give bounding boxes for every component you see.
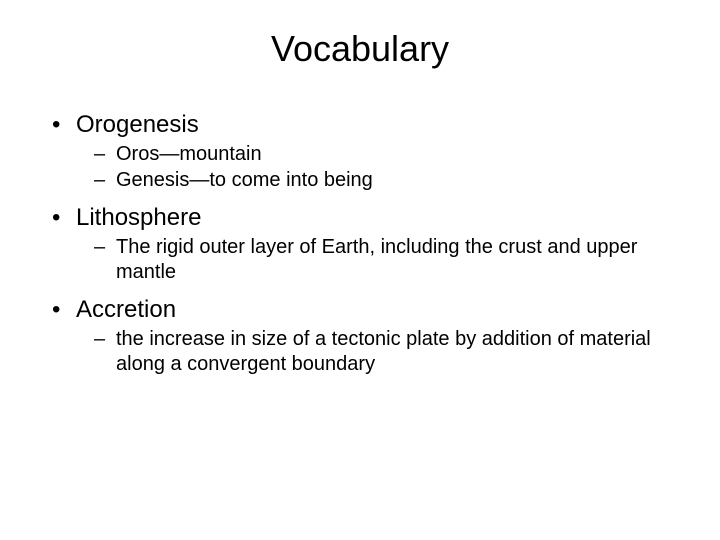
term-text: Accretion — [76, 295, 684, 325]
term-text: Lithosphere — [76, 203, 684, 233]
slide-title: Vocabulary — [36, 28, 684, 70]
list-item: • Lithosphere – The rigid outer layer of… — [48, 203, 684, 285]
list-item: – The rigid outer layer of Earth, includ… — [94, 235, 684, 285]
term-row: • Orogenesis — [48, 110, 684, 140]
list-item: • Accretion – the increase in size of a … — [48, 295, 684, 377]
bullet-icon: • — [48, 203, 76, 233]
list-item: – the increase in size of a tectonic pla… — [94, 327, 684, 377]
bullet-icon: • — [48, 295, 76, 325]
list-item: – Genesis—to come into being — [94, 168, 684, 193]
sublist: – Oros—mountain – Genesis—to come into b… — [48, 142, 684, 193]
definition-text: the increase in size of a tectonic plate… — [116, 327, 684, 377]
slide-body: • Orogenesis – Oros—mountain – Genesis—t… — [36, 110, 684, 377]
sublist: – The rigid outer layer of Earth, includ… — [48, 235, 684, 285]
definition-text: Oros—mountain — [116, 142, 684, 167]
dash-icon: – — [94, 235, 116, 260]
dash-icon: – — [94, 327, 116, 352]
sublist: – the increase in size of a tectonic pla… — [48, 327, 684, 377]
list-item: – Oros—mountain — [94, 142, 684, 167]
dash-icon: – — [94, 142, 116, 167]
list-item: • Orogenesis – Oros—mountain – Genesis—t… — [48, 110, 684, 193]
term-row: • Accretion — [48, 295, 684, 325]
dash-icon: – — [94, 168, 116, 193]
term-row: • Lithosphere — [48, 203, 684, 233]
definition-text: Genesis—to come into being — [116, 168, 684, 193]
bullet-icon: • — [48, 110, 76, 140]
definition-text: The rigid outer layer of Earth, includin… — [116, 235, 684, 285]
term-text: Orogenesis — [76, 110, 684, 140]
slide: Vocabulary • Orogenesis – Oros—mountain … — [0, 0, 720, 540]
